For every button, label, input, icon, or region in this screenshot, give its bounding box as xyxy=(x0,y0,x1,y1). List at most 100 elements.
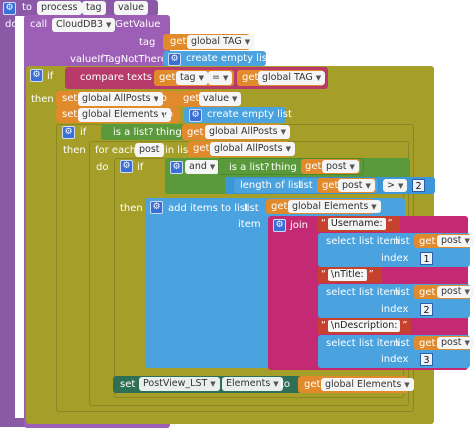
chevron-down-icon[interactable]: ▼ xyxy=(285,145,291,153)
get-label: get xyxy=(322,180,339,191)
var-name: post xyxy=(342,180,363,191)
chevron-down-icon[interactable]: ▼ xyxy=(280,128,286,136)
index-label: index xyxy=(381,253,409,264)
number-3[interactable]: 3 xyxy=(420,353,433,366)
var-global-elements[interactable]: global Elements ▼ xyxy=(321,378,414,391)
chevron-down-icon[interactable]: ▼ xyxy=(210,380,216,388)
var-tag[interactable]: tag ▼ xyxy=(176,71,208,85)
var-value[interactable]: value ▼ xyxy=(199,92,242,106)
var-name: post xyxy=(441,235,462,246)
var-post[interactable]: post ▼ xyxy=(322,160,359,173)
var-post[interactable]: post ▼ xyxy=(338,179,375,192)
var-global-allposts[interactable]: global AllPosts ▼ xyxy=(78,92,163,106)
chevron-down-icon[interactable]: ▼ xyxy=(464,339,470,347)
chevron-down-icon[interactable]: ▼ xyxy=(106,21,112,29)
gear-icon[interactable]: ⚙ xyxy=(273,219,286,232)
is-a-list-label: is a list? xyxy=(113,127,154,138)
list-label: list xyxy=(244,203,259,214)
chevron-down-icon[interactable]: ▼ xyxy=(198,74,204,82)
and-operator[interactable]: and ▼ xyxy=(185,160,220,174)
clouddb-component-name: CloudDB3 xyxy=(56,19,104,30)
chevron-down-icon[interactable]: ▼ xyxy=(365,182,371,190)
select-list-item-label: select list item xyxy=(326,338,400,349)
property-name: Elements xyxy=(226,378,271,389)
gear-icon[interactable]: ⚙ xyxy=(170,161,183,174)
chevron-down-icon[interactable]: ▼ xyxy=(349,163,355,171)
var-global-elements[interactable]: global Elements ▼ xyxy=(288,200,381,213)
set-label: set xyxy=(120,379,136,390)
thing-label: thing xyxy=(156,127,182,138)
var-global-allposts[interactable]: global AllPosts ▼ xyxy=(205,125,290,139)
chevron-down-icon[interactable]: ▼ xyxy=(222,74,229,82)
chevron-down-icon[interactable]: ▼ xyxy=(273,380,279,388)
then-label: then xyxy=(63,145,86,156)
component-postview-lst[interactable]: PostView_LST ▼ xyxy=(139,377,220,391)
in-list-label: in list xyxy=(165,145,192,156)
procedure-param-value[interactable]: value xyxy=(114,1,148,15)
procedure-name[interactable]: process xyxy=(37,1,82,15)
var-post[interactable]: post ▼ xyxy=(437,235,474,247)
procedure-param-tag[interactable]: tag xyxy=(82,1,106,15)
gear-icon[interactable]: ⚙ xyxy=(168,53,181,66)
math-operator[interactable]: > ▼ xyxy=(383,179,408,192)
gear-icon[interactable]: ⚙ xyxy=(120,160,133,173)
var-global-elements[interactable]: global Elements ▼ xyxy=(78,108,171,122)
var-global-allposts[interactable]: global AllPosts ▼ xyxy=(210,142,295,156)
create-empty-list-block-2[interactable] xyxy=(184,107,286,123)
chevron-down-icon[interactable]: ▼ xyxy=(231,95,238,103)
component-name: PostView_LST xyxy=(143,378,208,389)
gear-icon[interactable]: ⚙ xyxy=(30,69,43,82)
number-2[interactable]: 2 xyxy=(420,303,433,316)
var-name: global AllPosts xyxy=(209,126,278,137)
chevron-down-icon[interactable]: ▼ xyxy=(209,163,216,171)
number-2[interactable]: 2 xyxy=(412,179,425,192)
set-label: set xyxy=(62,93,78,104)
get-label: get xyxy=(419,236,436,247)
call-label: call xyxy=(30,19,48,30)
do-label: do xyxy=(96,162,109,173)
list-label: list xyxy=(395,287,410,298)
chevron-down-icon[interactable]: ▼ xyxy=(397,182,404,190)
select-list-item-label: select list item xyxy=(326,287,400,298)
chevron-down-icon[interactable]: ▼ xyxy=(315,74,322,82)
length-of-list-label: length of list xyxy=(240,180,303,191)
compare-operator[interactable]: = ▼ xyxy=(208,71,233,85)
text-string-description[interactable]: “\nDescription:” xyxy=(318,318,411,334)
tag-socket-label: tag xyxy=(139,37,156,48)
if-label: if xyxy=(47,71,54,82)
select-list-item-label: select list item xyxy=(326,236,400,247)
property-elements[interactable]: Elements ▼ xyxy=(222,377,283,391)
chevron-down-icon[interactable]: ▼ xyxy=(464,237,470,245)
var-post[interactable]: post ▼ xyxy=(437,286,474,298)
create-empty-list-block[interactable] xyxy=(163,51,266,66)
get-label: get xyxy=(183,93,200,104)
text-string-title[interactable]: “\nTitle:” xyxy=(318,267,382,283)
list-label: list xyxy=(395,236,410,247)
gear-icon[interactable]: ⚙ xyxy=(189,109,202,122)
var-global-tag[interactable]: global TAG ▼ xyxy=(187,35,255,49)
text-string-username[interactable]: “Username:” xyxy=(318,216,400,232)
var-global-tag[interactable]: global TAG ▼ xyxy=(258,71,326,85)
gear-icon[interactable]: ⚙ xyxy=(150,201,163,214)
for-each-item-var[interactable]: post xyxy=(135,143,164,157)
chevron-down-icon[interactable]: ▼ xyxy=(464,288,470,296)
get-label: get xyxy=(419,287,436,298)
number-1[interactable]: 1 xyxy=(420,252,433,265)
var-name: post xyxy=(441,286,462,297)
procedure-block[interactable] xyxy=(0,0,15,427)
gear-icon[interactable]: ⚙ xyxy=(3,2,16,15)
get-label: get xyxy=(419,338,436,349)
chevron-down-icon[interactable]: ▼ xyxy=(161,111,167,119)
var-name: global Elements xyxy=(82,109,159,120)
for-each-label: for each xyxy=(95,145,137,156)
chevron-down-icon[interactable]: ▼ xyxy=(371,203,377,211)
var-post[interactable]: post ▼ xyxy=(437,337,474,349)
gear-icon[interactable]: ⚙ xyxy=(62,126,75,139)
chevron-down-icon[interactable]: ▼ xyxy=(404,381,410,389)
var-name: global AllPosts xyxy=(82,93,151,104)
chevron-down-icon[interactable]: ▼ xyxy=(244,38,251,46)
clouddb-component[interactable]: CloudDB3 ▼ xyxy=(52,18,116,32)
chevron-down-icon[interactable]: ▼ xyxy=(153,95,159,103)
string-value: Username: xyxy=(327,218,386,230)
dot-separator: . xyxy=(216,379,220,390)
